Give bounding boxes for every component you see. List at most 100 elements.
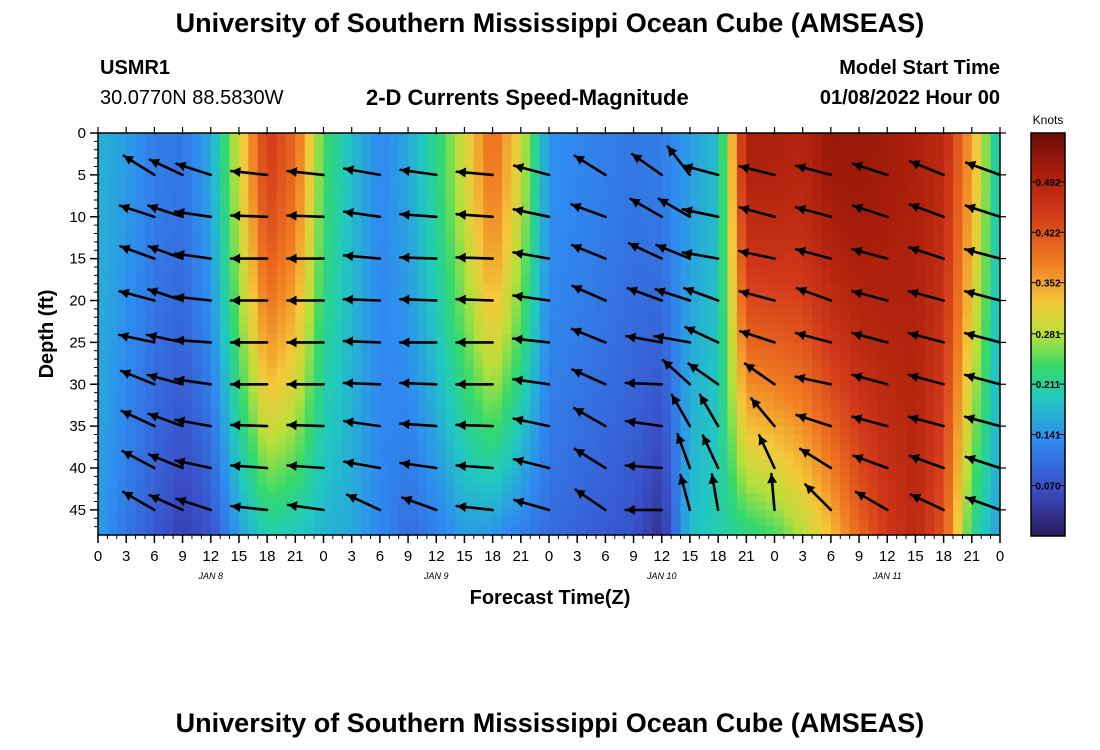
heatmap-cell: [971, 308, 982, 318]
heatmap-cell: [652, 426, 663, 436]
heatmap-cell: [220, 317, 231, 327]
heatmap-cell: [426, 367, 437, 377]
heatmap-cell: [173, 225, 184, 235]
heatmap-cell: [962, 367, 973, 377]
heatmap-cell: [530, 174, 541, 184]
heatmap-cell: [652, 141, 663, 151]
heatmap-cell: [304, 174, 315, 184]
heatmap-cell: [642, 401, 653, 410]
heatmap-cell: [276, 375, 287, 385]
heatmap-cell: [783, 417, 794, 427]
heatmap-cell: [990, 526, 1000, 535]
heatmap-cell: [408, 401, 419, 410]
heatmap-cell: [934, 267, 945, 276]
heatmap-cell: [238, 267, 249, 276]
heatmap-cell: [473, 367, 484, 377]
heatmap-cell: [285, 267, 296, 276]
heatmap-cell: [671, 325, 682, 335]
heatmap-cell: [314, 241, 325, 251]
heatmap-cell: [689, 191, 700, 201]
heatmap-cell: [671, 191, 682, 201]
heatmap-cell: [483, 300, 494, 310]
heatmap-cell: [614, 292, 625, 302]
heatmap-cell: [689, 158, 700, 168]
heatmap-cell: [182, 292, 193, 302]
current-vector: [173, 249, 213, 260]
heatmap-cell: [943, 216, 954, 226]
heatmap-cell: [718, 476, 729, 486]
heatmap-cell: [642, 409, 653, 419]
heatmap-cell: [398, 501, 409, 511]
heatmap-cell: [520, 141, 531, 151]
current-vector: [398, 294, 438, 305]
heatmap-cell: [539, 325, 550, 335]
heatmap-cell: [990, 233, 1000, 243]
heatmap-cell: [990, 434, 1000, 444]
heatmap-cell: [549, 509, 559, 519]
heatmap-cell: [116, 518, 127, 528]
heatmap-cell: [342, 141, 353, 151]
current-vector: [851, 288, 889, 302]
heatmap-cell: [877, 476, 888, 486]
heatmap-cell: [182, 241, 193, 251]
heatmap-cell: [586, 308, 597, 318]
heatmap-cell: [464, 518, 475, 528]
heatmap-cell: [276, 149, 287, 159]
heatmap-cell: [567, 401, 578, 410]
heatmap-cell: [586, 409, 597, 419]
heatmap-cell: [492, 166, 503, 176]
heatmap-cell: [821, 384, 832, 394]
heatmap-cell: [285, 417, 296, 427]
heatmap-cell: [276, 258, 287, 268]
heatmap-cell: [370, 267, 381, 276]
heatmap-cell: [736, 434, 747, 444]
heatmap-cell: [539, 493, 550, 503]
heatmap-cell: [661, 283, 672, 293]
heatmap-cell: [295, 149, 306, 159]
heatmap-cell: [943, 384, 954, 394]
heatmap-cell: [276, 501, 287, 511]
heatmap-cell: [971, 451, 982, 461]
heatmap-cell: [896, 275, 907, 285]
heatmap-cell: [520, 409, 531, 419]
heatmap-cell: [408, 241, 419, 251]
heatmap-cell: [135, 384, 146, 394]
heatmap-cell: [981, 183, 992, 193]
heatmap-cell: [332, 526, 343, 535]
heatmap-cell: [661, 401, 672, 410]
heatmap-cell: [511, 518, 522, 528]
heatmap-cell: [154, 350, 165, 360]
heatmap-cell: [276, 183, 287, 193]
heatmap-cell: [774, 451, 785, 461]
heatmap-cell: [708, 191, 719, 201]
heatmap-cell: [783, 241, 794, 251]
heatmap-cell: [154, 451, 165, 461]
heatmap-cell: [783, 468, 794, 477]
heatmap-cell: [849, 275, 860, 285]
current-vector: [295, 133, 325, 135]
heatmap-cell: [746, 493, 757, 503]
heatmap-cell: [549, 225, 559, 235]
heatmap-cell: [285, 133, 296, 142]
heatmap-cell: [342, 426, 353, 436]
heatmap-cell: [718, 468, 729, 477]
heatmap-cell: [473, 342, 484, 352]
heatmap-cell: [191, 367, 202, 377]
heatmap-cell: [727, 300, 738, 310]
heatmap-cell: [389, 141, 400, 151]
heatmap-cell: [107, 200, 118, 209]
heatmap-cell: [840, 409, 851, 419]
heatmap-cell: [755, 216, 766, 226]
heatmap-cell: [483, 434, 494, 444]
heatmap-cell: [549, 417, 559, 427]
heatmap-cell: [473, 401, 484, 410]
heatmap-cell: [708, 359, 719, 369]
heatmap-cell: [614, 241, 625, 251]
heatmap-cell: [943, 493, 954, 503]
heatmap-cell: [276, 451, 287, 461]
current-vector: [399, 459, 438, 470]
heatmap-cell: [953, 342, 964, 352]
heatmap-cell: [746, 225, 757, 235]
heatmap-cell: [915, 459, 926, 469]
heatmap-cell: [398, 468, 409, 477]
